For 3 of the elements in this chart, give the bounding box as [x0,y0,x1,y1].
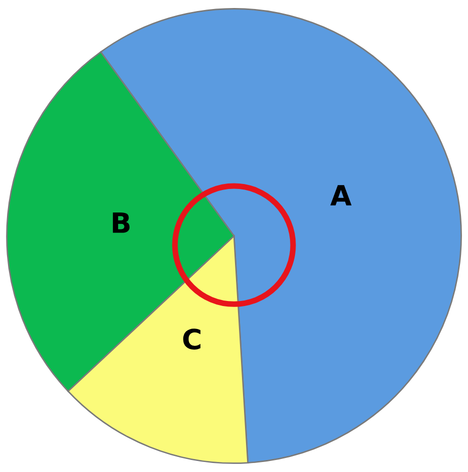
slice-label: C [183,328,200,350]
slice-label: A [330,185,352,206]
slice-label: B [112,212,130,233]
